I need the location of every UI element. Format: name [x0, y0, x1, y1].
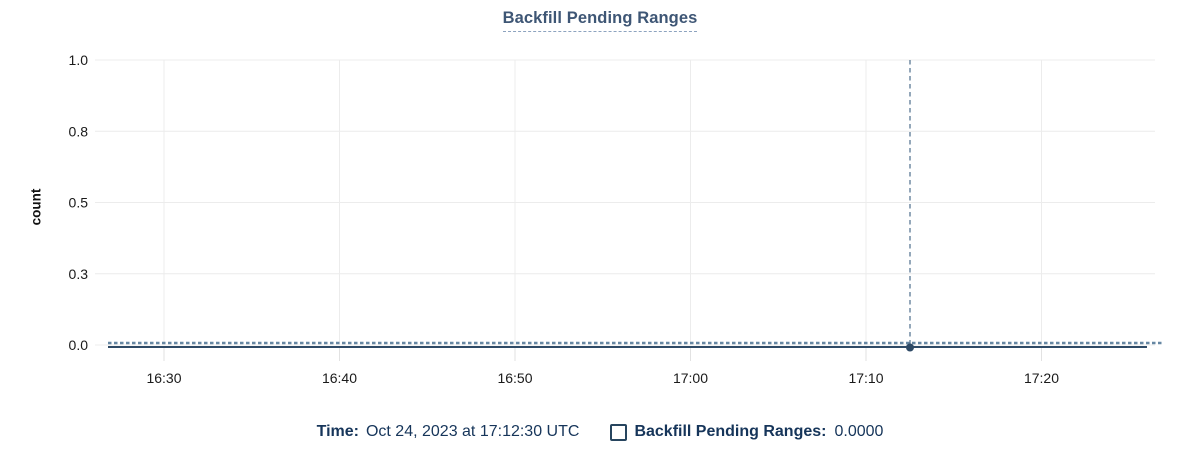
y-tick-labels: 1.0 0.8 0.5 0.3 0.0 — [69, 52, 89, 353]
x-tick-labels: 16:30 16:40 16:50 17:00 17:10 17:20 — [146, 370, 1059, 386]
series-line-backfill-pending-ranges — [108, 341, 1162, 348]
x-tick-label: 17:20 — [1024, 370, 1059, 386]
plot-area[interactable]: 1.0 0.8 0.5 0.3 0.0 16:30 16:40 16:50 17:00 17:10… — [0, 0, 1200, 405]
x-tick-label: 16:40 — [322, 370, 357, 386]
x-tick-marks — [163, 346, 1042, 361]
y-tick-label: 0.3 — [69, 266, 89, 282]
x-tick-label: 16:30 — [146, 370, 181, 386]
legend-series-checkbox[interactable] — [610, 423, 628, 441]
y-tick-label: 0.0 — [69, 337, 89, 353]
chart-title[interactable]: Backfill Pending Ranges — [502, 9, 698, 32]
y-tick-label: 0.8 — [69, 123, 89, 139]
chart-title-row: Backfill Pending Ranges — [0, 9, 1200, 32]
legend-time-value: Oct 24, 2023 at 17:12:30 UTC — [365, 423, 580, 440]
hover-point-dot — [906, 343, 914, 352]
legend-series-value: 0.0000 — [834, 423, 884, 440]
legend-series-label: Backfill Pending Ranges: — [634, 423, 827, 440]
hover-crosshair — [906, 60, 914, 352]
y-tick-label: 0.5 — [69, 195, 89, 211]
x-tick-label: 16:50 — [497, 370, 532, 386]
y-tick-label: 1.0 — [69, 52, 89, 68]
x-tick-label: 17:00 — [673, 370, 708, 386]
legend-time-label: Time: — [316, 423, 359, 440]
h-gridlines — [95, 59, 1155, 346]
v-gridlines — [163, 60, 1042, 345]
x-tick-label: 17:10 — [848, 370, 883, 386]
legend: Time: Oct 24, 2023 at 17:12:30 UTC Backf… — [0, 421, 1200, 443]
